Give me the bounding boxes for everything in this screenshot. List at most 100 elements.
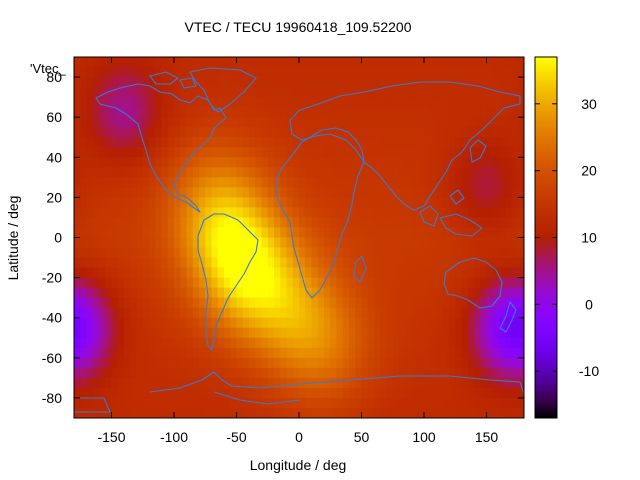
heat-cell — [74, 267, 81, 279]
heat-cell — [249, 167, 256, 178]
heat-cell — [192, 367, 200, 379]
heat-cell — [380, 107, 387, 118]
heat-cell — [155, 357, 162, 369]
heat-cell — [424, 67, 431, 78]
heat-cell — [142, 257, 150, 268]
heat-cell — [211, 307, 219, 319]
heat-cell — [424, 217, 431, 228]
heat-cell — [99, 327, 106, 339]
heat-cell — [111, 247, 119, 258]
heat-cell — [105, 137, 112, 148]
heat-cell — [117, 227, 125, 238]
heat-cell — [74, 327, 81, 339]
heat-cell — [424, 347, 431, 359]
heat-cell — [111, 357, 119, 369]
heat-cell — [305, 237, 312, 248]
heat-cell — [480, 67, 487, 78]
y-axis-label: Latitude / deg — [5, 196, 21, 281]
heat-cell — [517, 67, 524, 78]
heat-cell — [274, 387, 281, 399]
heat-cell — [349, 57, 356, 68]
heat-cell — [330, 177, 337, 188]
heat-cell — [480, 297, 487, 309]
heat-cell — [392, 247, 400, 258]
heat-cell — [105, 197, 112, 208]
heat-cell — [117, 367, 125, 379]
heat-cell — [130, 207, 137, 218]
heat-cell — [180, 77, 187, 88]
heat-cell — [111, 347, 119, 359]
heat-cell — [142, 267, 150, 279]
heat-cell — [180, 347, 187, 359]
heat-cell — [99, 307, 106, 319]
heat-cell — [336, 187, 344, 198]
heat-cell — [492, 267, 500, 279]
heat-cell — [380, 287, 387, 299]
heat-cell — [99, 237, 106, 248]
heat-cell — [267, 277, 275, 289]
heat-cell — [355, 307, 362, 319]
heat-cell — [474, 57, 481, 68]
heat-cell — [486, 387, 494, 399]
heat-cell — [205, 307, 212, 319]
heat-cell — [411, 297, 419, 309]
heat-cell — [411, 197, 419, 208]
heat-cell — [142, 337, 150, 349]
heat-cell — [342, 377, 350, 389]
heat-cell — [367, 257, 375, 268]
heat-cell — [499, 247, 506, 258]
heat-cell — [305, 207, 312, 218]
heat-cell — [474, 277, 481, 289]
heat-cell — [92, 317, 100, 329]
heat-cell — [161, 57, 169, 68]
heat-cell — [380, 357, 387, 369]
heat-cell — [361, 267, 369, 279]
heat-cell — [417, 107, 425, 118]
heat-cell — [474, 217, 481, 228]
heat-cell — [505, 297, 512, 309]
heat-cell — [317, 317, 325, 329]
heat-cell — [392, 407, 400, 418]
heat-cell — [474, 207, 481, 218]
heat-cell — [117, 267, 125, 279]
heat-cell — [280, 337, 287, 349]
heat-cell — [286, 357, 294, 369]
heat-cell — [299, 407, 306, 418]
heat-cell — [399, 287, 406, 299]
heat-cell — [161, 327, 169, 339]
heat-cell — [442, 237, 450, 248]
heat-cell — [367, 97, 375, 108]
heat-cell — [261, 217, 269, 228]
heat-cell — [230, 277, 237, 289]
heat-cell — [486, 207, 494, 218]
heat-cell — [511, 57, 519, 68]
heat-cell — [186, 257, 194, 268]
heat-cell — [455, 57, 462, 68]
heat-cell — [274, 277, 281, 289]
heat-cell — [299, 287, 306, 299]
heat-cell — [192, 177, 200, 188]
heat-cell — [211, 127, 219, 138]
heat-cell — [305, 127, 312, 138]
heat-cell — [374, 67, 381, 78]
heat-cell — [255, 197, 262, 208]
heat-cell — [155, 197, 162, 208]
heat-cell — [455, 367, 462, 379]
heat-cell — [261, 197, 269, 208]
heat-cell — [430, 327, 437, 339]
heat-cell — [342, 337, 350, 349]
heat-cell — [199, 237, 206, 248]
heat-cell — [99, 257, 106, 268]
heat-cell — [442, 277, 450, 289]
heat-cell — [280, 137, 287, 148]
heat-cell — [374, 107, 381, 118]
heat-cell — [255, 247, 262, 258]
heat-cell — [124, 337, 131, 349]
heat-cell — [417, 217, 425, 228]
heat-cell — [167, 387, 175, 399]
heat-cell — [492, 227, 500, 238]
heat-cell — [324, 77, 331, 88]
heat-cell — [311, 367, 319, 379]
heat-cell — [180, 367, 187, 379]
heat-cell — [280, 307, 287, 319]
